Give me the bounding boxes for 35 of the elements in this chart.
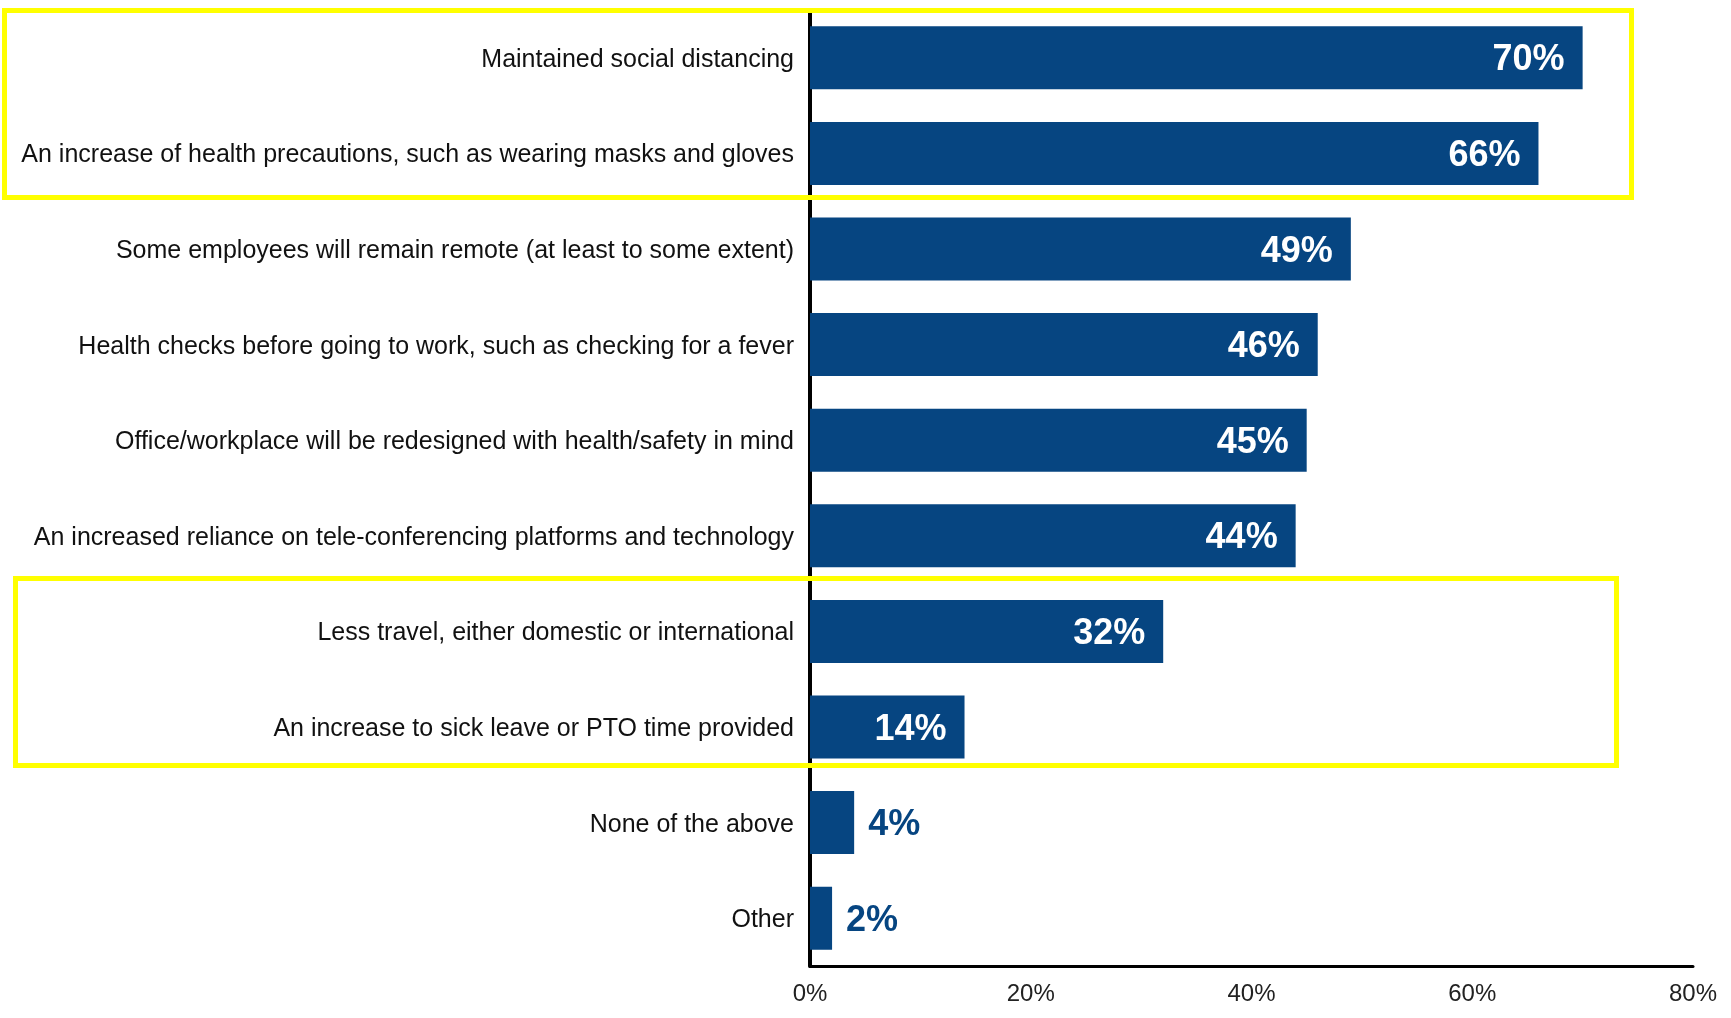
bar: [810, 791, 855, 855]
data-label: 49%: [1260, 228, 1333, 270]
bar: [810, 599, 1164, 663]
bar: [810, 217, 1351, 281]
bar: [810, 313, 1318, 377]
x-tick-label: 80%: [1668, 978, 1718, 1006]
data-label: 14%: [874, 706, 947, 748]
bar: [810, 886, 833, 950]
y-tick-label: Office/workplace will be redesigned with health/safety in mind: [114, 426, 794, 455]
x-tick-label: 40%: [1227, 978, 1276, 1006]
y-tick-label: None of the above: [589, 808, 794, 837]
bar: [810, 26, 1583, 90]
x-tick-label: 0%: [792, 978, 828, 1006]
data-label: 66%: [1448, 132, 1521, 174]
data-label: 32%: [1073, 610, 1146, 652]
x-tick-label: 20%: [1006, 978, 1055, 1006]
y-tick-label: Some employees will remain remote (at least to some extent): [115, 235, 794, 263]
data-label: 45%: [1216, 419, 1289, 461]
y-tick-label: An increase of health precautions, such as wearing masks and gloves: [21, 139, 794, 168]
y-tick-label: Other: [731, 904, 794, 933]
bar: [810, 408, 1307, 472]
y-tick-label: Maintained social distancing: [481, 43, 794, 72]
bar: [810, 504, 1296, 568]
data-label: 70%: [1492, 37, 1565, 79]
y-tick-label: An increase to sick leave or PTO time provided: [273, 713, 794, 741]
data-label: 4%: [868, 802, 921, 844]
data-label: 2%: [846, 897, 899, 939]
bar: [810, 121, 1539, 185]
y-tick-label: Less travel, either domestic or international: [317, 617, 794, 646]
data-label: 46%: [1227, 324, 1300, 366]
x-tick-label: 60%: [1448, 978, 1497, 1006]
data-label: 44%: [1205, 515, 1278, 557]
y-tick-label: An increased reliance on tele-conferencing platforms and technology: [33, 521, 795, 550]
y-tick-label: Health checks before going to work, such as checking for a fever: [78, 330, 794, 359]
bar: [810, 695, 965, 759]
